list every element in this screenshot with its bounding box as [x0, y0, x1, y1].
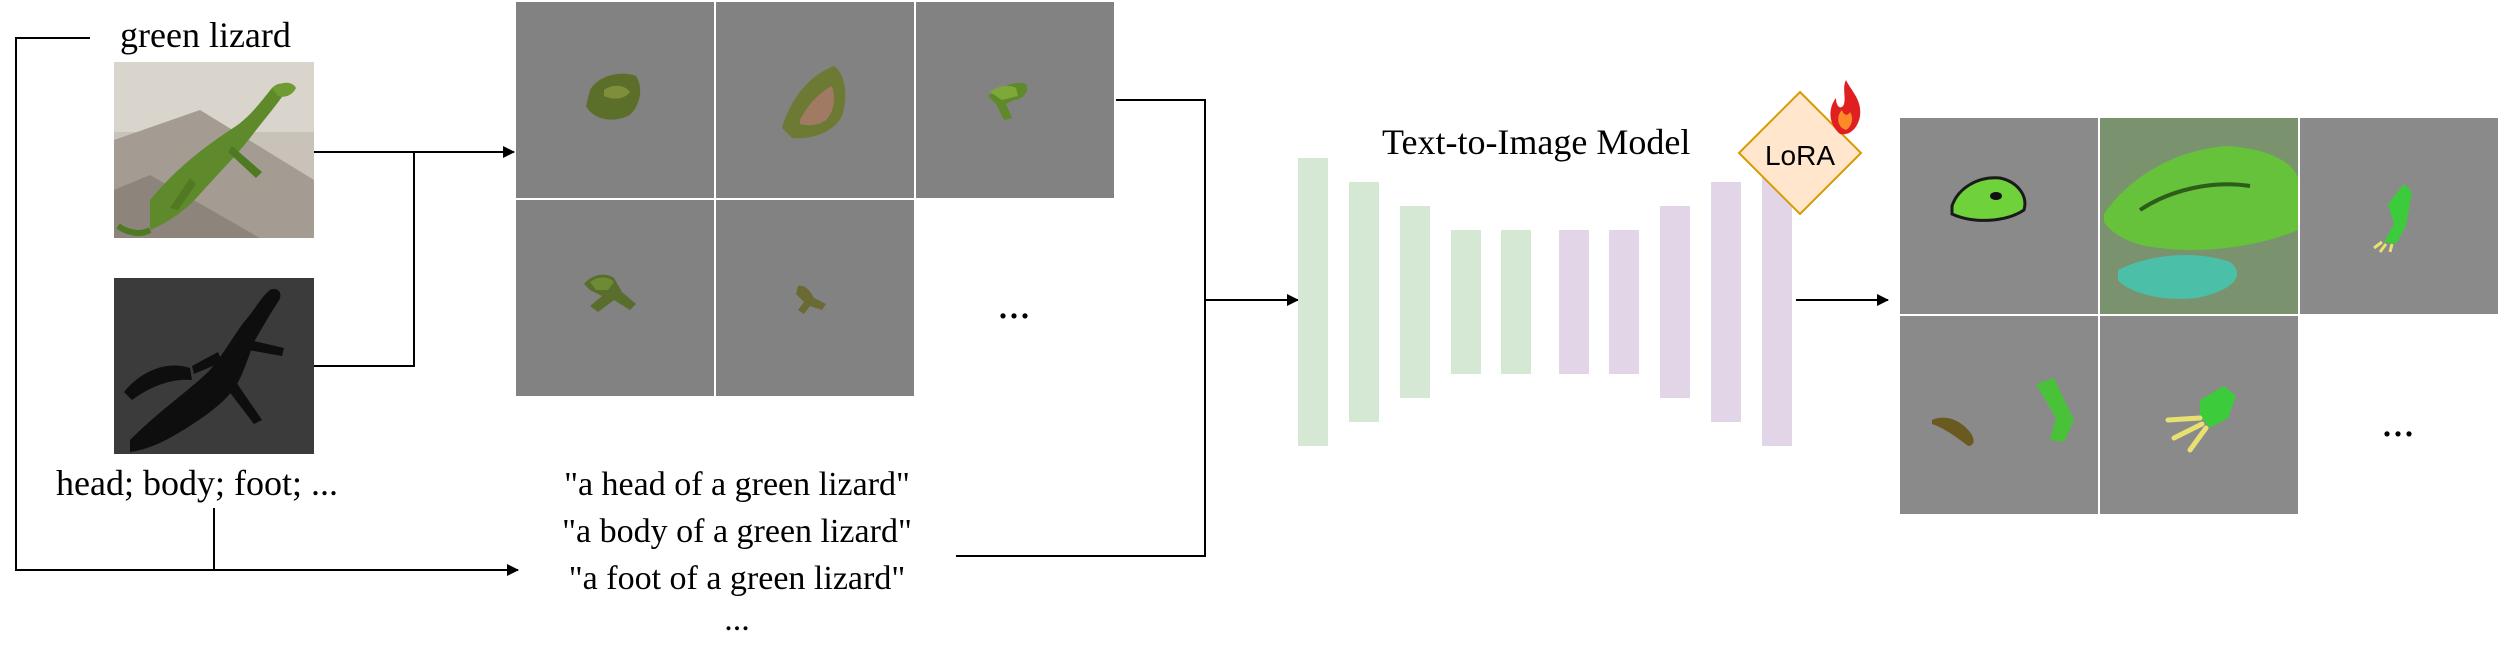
encoder-bar [1501, 230, 1531, 374]
encoder-bar [1298, 158, 1328, 446]
prompt-list: "a head of a green lizard" "a body of a … [520, 461, 954, 638]
decoder-bar [1762, 158, 1792, 446]
output-tile [2300, 118, 2498, 314]
crops-ellipsis: ... [998, 279, 1031, 328]
output-tile [2100, 118, 2298, 314]
crop-tile [516, 2, 714, 198]
encoder-bar [1451, 230, 1481, 374]
crop-tile [916, 2, 1114, 198]
prompt-head: "a head of a green lizard" [564, 466, 910, 503]
prompt-foot: "a foot of a green lizard" [568, 560, 906, 597]
encoder-bar [1349, 182, 1379, 422]
lizard-photo [114, 62, 314, 238]
lora-label: LoRA [1765, 140, 1835, 171]
crop-tile [716, 200, 914, 396]
parts-label: head; body; foot; ... [56, 463, 338, 503]
concept-label: green lizard [120, 15, 291, 55]
generated-parts-grid [1900, 118, 2498, 514]
encoder-bar [1400, 206, 1430, 398]
prompt-ellipsis: ... [724, 601, 750, 638]
output-tile [1900, 118, 2098, 314]
connector-lines [15, 37, 1889, 576]
model-label: Text-to-Image Model [1382, 122, 1691, 162]
output-tile [1900, 316, 2098, 514]
output-tile [2100, 316, 2298, 514]
decoder-bar [1559, 230, 1589, 374]
part-crops-grid [516, 2, 1114, 396]
text-to-image-model [1298, 158, 1792, 446]
decoder-bar [1660, 206, 1690, 398]
decoder-bar [1711, 182, 1741, 422]
outputs-ellipsis: ... [2382, 397, 2415, 446]
crop-tile [716, 2, 914, 198]
prompt-body: "a body of a green lizard" [562, 513, 912, 550]
lizard-mask [114, 278, 314, 454]
crop-tile [516, 200, 714, 396]
decoder-bar [1609, 230, 1639, 374]
fire-icon [1830, 80, 1861, 135]
